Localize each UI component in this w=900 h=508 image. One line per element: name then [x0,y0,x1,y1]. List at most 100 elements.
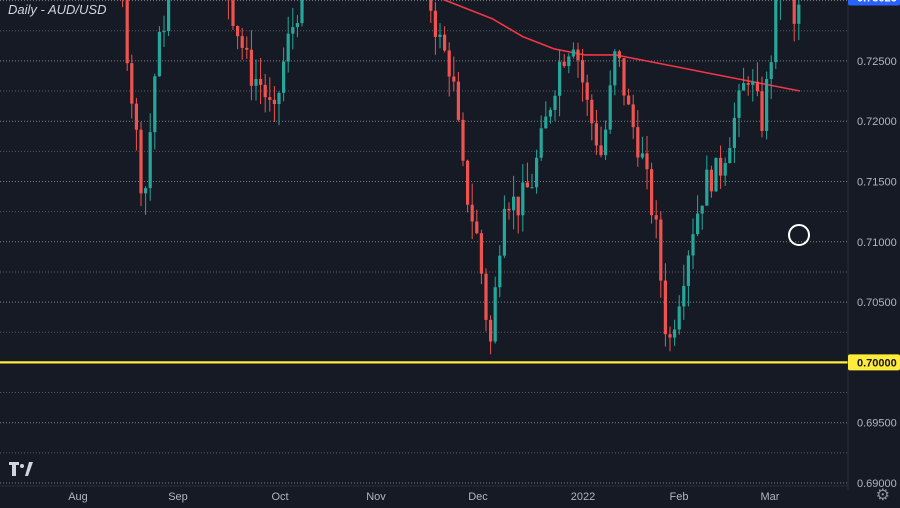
candle-body [268,97,272,100]
candle-body [300,0,304,24]
candle-body [153,76,157,133]
key-level-tag [848,354,900,371]
gear-icon[interactable]: ⚙ [875,487,890,504]
candle-body [521,182,525,216]
candle-body [797,4,801,24]
candle-body [236,25,240,37]
candle-body [259,79,263,85]
chart-title: Daily - AUD/USD [8,2,107,17]
candle-body [130,63,134,104]
candle-body [245,47,249,50]
candle-body [553,95,557,110]
candle-body [686,255,690,286]
candle-body [286,33,290,62]
candle-body [466,160,470,205]
candle-body [617,51,621,59]
candle-body [673,329,677,338]
candle-body [282,61,286,93]
candle-body [562,61,566,67]
candle-body [144,188,148,194]
candle-body [585,82,589,100]
candle-body [530,187,534,189]
candle-body [631,104,635,128]
candle-body [433,10,437,37]
x-tick-label: Nov [366,491,386,503]
candle-body [668,334,672,338]
candle-body [714,157,718,192]
y-tick-label: 0.69500 [857,418,897,430]
candle-body [470,204,474,222]
candle-body [489,319,493,342]
price-axis[interactable]: 0.69000 0.69500 0.70000 0.70500 0.71000 0.715… [847,0,900,490]
candle-body [139,129,143,194]
candle-body [636,127,640,158]
candle-body [737,90,741,118]
last-price-tag [848,0,900,6]
candle-body [769,62,773,79]
candle-body [599,145,603,156]
tradingview-logo-icon [9,462,33,476]
candle-body [613,51,617,86]
candle-body [742,83,746,91]
candle-body [498,255,502,288]
y-tick-label: 0.69000 [857,478,897,490]
candle-body [525,182,529,188]
candle-body [461,119,465,161]
candle-body [640,153,644,158]
moving-averages [442,0,801,92]
candle-body [475,221,479,234]
candle-body [447,50,451,77]
candle-body [493,287,497,342]
candle-body [659,219,663,281]
candle-body [719,157,723,176]
candle-body [682,285,686,307]
candle-body [792,0,796,24]
candle-body [700,205,704,214]
candles [122,0,801,355]
candle-body [548,109,552,117]
candle-body [263,84,267,98]
candle-body [167,0,171,32]
candle-body [429,0,433,11]
y-tick-label: 0.71000 [857,237,897,249]
candle-body [650,169,654,216]
x-tick-label: Sep [168,491,188,503]
candle-body [755,81,759,92]
candle-body [272,99,276,105]
candle-body [751,81,755,85]
candle-body [254,79,258,86]
candle-body [677,306,681,330]
candle-body [502,208,506,256]
candle-body [663,280,667,335]
x-tick-label: Dec [468,491,488,503]
candle-body [608,85,612,130]
y-tick-label: 0.71500 [857,177,897,189]
time-axis[interactable]: Aug Sep Oct Nov Dec 2022 Feb Mar [0,485,848,503]
candle-body [728,147,732,164]
moving-average-line-1 [442,0,801,92]
candle-body [240,36,244,48]
candle-body [571,49,575,57]
candle-body [539,128,543,158]
candle-body [654,215,658,220]
candle-body [590,99,594,124]
x-tick-label: Mar [761,491,780,503]
candle-body [452,76,456,82]
candle-body [157,31,161,77]
candle-body [760,91,764,131]
x-tick-label: 2022 [571,491,595,503]
candle-body [535,157,539,188]
candle-body [622,58,626,96]
candle-body [162,31,166,33]
candle-body [443,34,447,51]
candle-body [456,81,460,120]
price-axis-bg [848,0,900,490]
candle-body [774,0,778,63]
candle-body [507,208,511,211]
candle-body [567,56,571,67]
x-tick-label: Feb [670,491,689,503]
key-level-label: 0.70000 [857,357,897,369]
candle-body [512,196,516,211]
candle-body [438,34,442,37]
